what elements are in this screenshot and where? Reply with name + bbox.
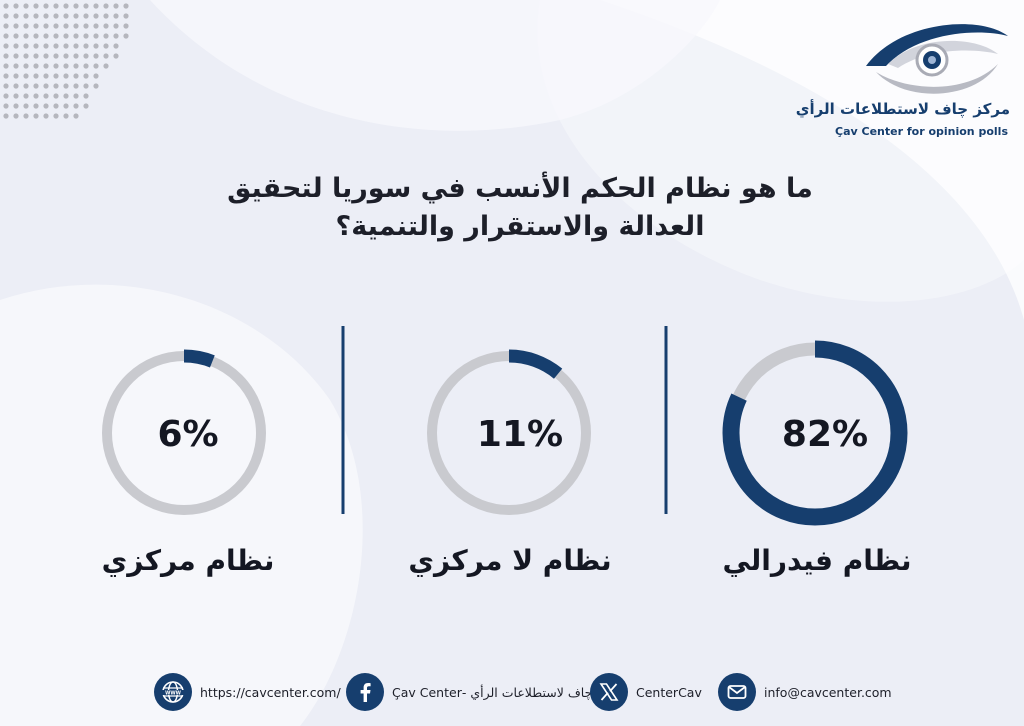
brand-logo: مركز چاف لاستطلاعات الرأي Çav Center for… — [796, 14, 1018, 138]
eye-logo-icon — [866, 24, 1008, 94]
question-title: ما هو نظام الحكم الأنسب في سوريا لتحقيق … — [227, 173, 813, 242]
website-text: https://cavcenter.com/ — [200, 684, 341, 700]
globe-icon: WWW — [154, 673, 192, 711]
percent-label-centralized: 6% — [157, 414, 219, 455]
svg-text:WWW: WWW — [165, 690, 182, 696]
dot-pattern — [3, 3, 129, 119]
email-icon — [718, 673, 756, 711]
category-label-decentralized: نظام لا مركزي — [408, 544, 612, 577]
brand-name-arabic: مركز چاف لاستطلاعات الرأي — [795, 100, 1010, 118]
ring-value-decentralized — [425, 349, 593, 517]
facebook-text: مركز چاف لاستطلاعات الرأي -Çav Center — [392, 684, 623, 700]
category-label-federal: نظام فيدرالي — [722, 544, 912, 577]
brand-name-english: Çav Center for opinion polls — [835, 125, 1008, 138]
percent-label-federal: 82% — [781, 414, 869, 455]
category-label-centralized: نظام مركزي — [101, 544, 275, 577]
website-link[interactable]: WWW https://cavcenter.com/ — [154, 672, 341, 712]
ring-value-centralized — [100, 349, 268, 517]
email-link[interactable]: info@cavcenter.com — [718, 672, 892, 712]
email-text: info@cavcenter.com — [764, 684, 892, 700]
x-link[interactable]: CenterCav — [590, 672, 702, 712]
ring-value-federal — [722, 340, 908, 526]
x-handle-text: CenterCav — [636, 684, 702, 700]
x-icon — [590, 673, 628, 711]
facebook-icon — [346, 673, 384, 711]
facebook-link[interactable]: مركز چاف لاستطلاعات الرأي -Çav Center — [346, 672, 623, 712]
percent-label-decentralized: 11% — [476, 414, 564, 455]
